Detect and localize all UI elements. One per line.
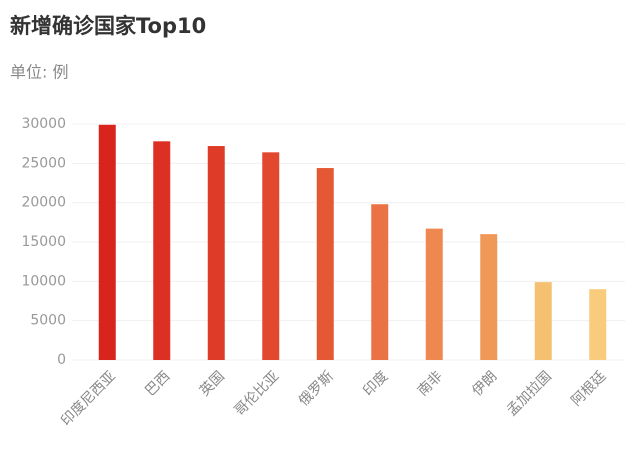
bar — [98, 124, 116, 360]
bar — [262, 152, 280, 360]
bar — [316, 168, 334, 360]
y-tick-label: 5000 — [30, 313, 66, 329]
x-tick-label: 哥伦比亚 — [231, 368, 282, 419]
chart-title: 新增确诊国家Top10 — [10, 14, 206, 38]
chart-subtitle: 单位: 例 — [10, 63, 68, 82]
x-tick-label: 阿根廷 — [568, 368, 609, 409]
bar — [589, 289, 607, 360]
bar — [534, 282, 552, 360]
bar — [153, 141, 171, 360]
y-tick-label: 30000 — [21, 116, 66, 132]
bar — [207, 146, 225, 360]
y-tick-label: 20000 — [21, 195, 66, 211]
y-tick-label: 10000 — [21, 273, 66, 289]
x-tick-label: 英国 — [196, 368, 228, 400]
x-tick-label: 印度尼西亚 — [58, 368, 119, 429]
bar — [371, 204, 389, 360]
y-tick-label: 0 — [57, 352, 66, 368]
x-tick-label: 孟加拉国 — [504, 368, 555, 419]
y-tick-label: 15000 — [21, 234, 66, 250]
x-tick-label: 南非 — [415, 368, 446, 399]
x-tick-label: 印度 — [360, 368, 391, 399]
x-tick-label: 伊朗 — [469, 368, 500, 399]
bar — [480, 234, 498, 360]
x-tick-label: 俄罗斯 — [296, 368, 337, 409]
y-tick-label: 25000 — [21, 155, 66, 171]
x-tick-label: 巴西 — [142, 368, 173, 399]
bar — [425, 228, 443, 360]
